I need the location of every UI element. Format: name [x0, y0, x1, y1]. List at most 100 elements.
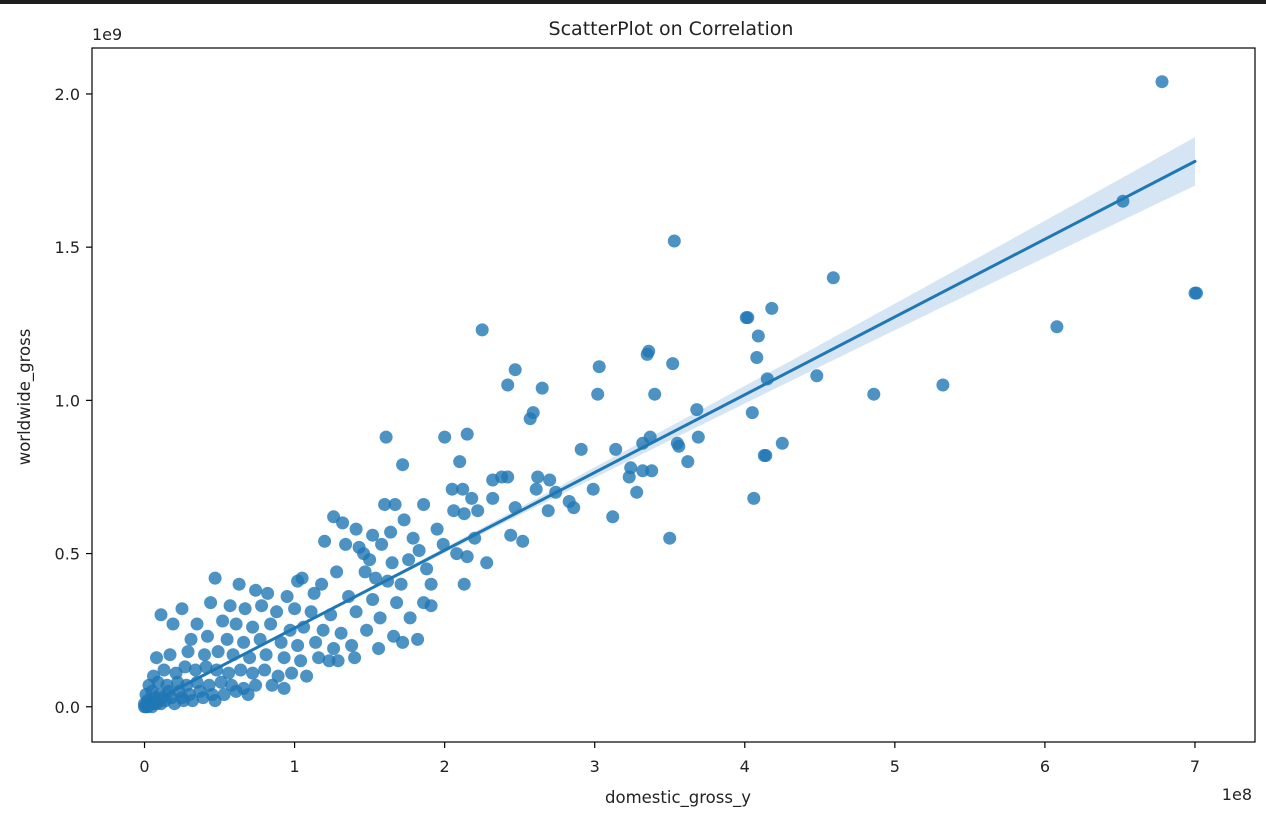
scatter-point-138: [229, 617, 243, 631]
scatter-point-37: [396, 458, 410, 472]
scatter-point-123: [223, 599, 237, 613]
scatter-point-15: [592, 360, 606, 374]
scatter-point-140: [264, 617, 278, 631]
scatter-point-91: [412, 544, 426, 557]
scatter-point-105: [315, 577, 329, 591]
scatter-point-0: [1155, 75, 1169, 89]
scatter-point-25: [648, 387, 662, 401]
scatter-point-2: [667, 234, 681, 248]
y-offset-text: 1e9: [92, 25, 122, 44]
scatter-point-87: [318, 534, 332, 548]
scatter-point-59: [586, 482, 600, 496]
scatter-point-8: [1190, 286, 1203, 300]
scatter-point-148: [184, 632, 198, 646]
scatter-point-88: [339, 537, 353, 551]
scatter-point-169: [294, 654, 308, 668]
scatter-point-72: [471, 504, 485, 518]
scatter-point-198: [249, 678, 263, 692]
scatter-point-187: [300, 669, 314, 683]
y-axis-label: worldwide_gross: [15, 329, 35, 466]
scatter-point-130: [349, 605, 363, 619]
scatter-point-75: [336, 516, 350, 530]
scatter-point-183: [246, 666, 260, 680]
scatter-point-18: [810, 369, 824, 383]
scatter-point-4: [765, 301, 779, 315]
scatter-point-48: [645, 464, 659, 478]
scatter-point-157: [345, 639, 359, 652]
scatter-point-30: [379, 430, 393, 444]
axes-layer: 0 1 2 3 4 5 6 7 0.0 0.5 1.0 1.5 2.0: [55, 47, 1256, 776]
scatter-point-221: [208, 694, 222, 708]
scatter-point-137: [216, 614, 230, 628]
scatter-point-68: [388, 498, 402, 511]
scatter-point-104: [295, 571, 309, 585]
scatter-point-153: [274, 635, 288, 649]
scatter-point-144: [334, 626, 348, 640]
scatter-point-99: [480, 556, 494, 570]
scatter-point-62: [486, 491, 500, 505]
scatter-point-61: [465, 491, 479, 505]
scatter-point-92: [436, 537, 450, 551]
scatter-point-70: [447, 504, 461, 518]
scatter-point-155: [309, 635, 323, 649]
scatter-point-27: [523, 412, 537, 426]
x-tick-label-6: 6: [1040, 757, 1050, 776]
scatter-point-160: [150, 651, 163, 665]
scatter-point-50: [501, 470, 515, 484]
scatter-point-168: [277, 651, 291, 665]
scatter-point-229: [177, 694, 190, 708]
x-tick-label-3: 3: [590, 757, 600, 776]
y-tick-label-3: 1.5: [55, 238, 80, 257]
x-axis-label: domestic_gross_y: [605, 788, 751, 808]
scatter-point-23: [867, 387, 881, 401]
scatter-point-150: [220, 632, 234, 646]
scatter-point-154: [291, 639, 305, 652]
scatter-point-118: [366, 593, 380, 606]
scatter-point-57: [529, 482, 543, 496]
scatter-point-113: [249, 583, 263, 597]
scatter-point-136: [166, 617, 180, 631]
scatter-point-21: [535, 381, 549, 395]
scatter-point-200: [277, 681, 291, 695]
scatter-point-100: [460, 550, 474, 564]
scatter-point-44: [757, 449, 771, 462]
scatter-point-20: [501, 378, 515, 392]
scatter-point-47: [636, 464, 650, 478]
scatter-point-56: [456, 482, 470, 496]
scatter-point-186: [285, 666, 299, 680]
scatter-point-98: [420, 562, 434, 576]
scatter-point-170: [312, 651, 326, 665]
scatter-point-133: [175, 602, 189, 616]
scatter-point-164: [211, 645, 225, 659]
scatter-point-3: [826, 271, 840, 285]
scatter-point-106: [330, 565, 344, 579]
scatter-point-38: [453, 455, 467, 469]
x-offset-text: 1e8: [1222, 785, 1252, 804]
scatter-point-90: [375, 537, 389, 551]
scatter-point-84: [516, 534, 530, 548]
scatter-point-145: [360, 623, 374, 637]
scatter-point-36: [775, 436, 789, 450]
scatter-point-108: [369, 571, 383, 585]
scatter-point-163: [198, 648, 211, 662]
scatter-point-127: [288, 602, 302, 616]
scatter-point-14: [750, 351, 764, 364]
scatter-point-199: [265, 678, 279, 692]
scatter-point-115: [280, 590, 294, 603]
scatter-point-45: [681, 455, 695, 469]
scatter-point-6: [741, 311, 755, 325]
scatter-point-40: [609, 442, 623, 456]
scatter-point-69: [417, 498, 431, 511]
scatter-point-158: [372, 642, 386, 655]
scatter-point-39: [574, 442, 588, 456]
x-tick-label-5: 5: [890, 757, 900, 776]
scatter-point-85: [606, 510, 620, 524]
scatter-point-112: [457, 577, 471, 591]
scatter-point-13: [640, 347, 654, 361]
scatter-point-97: [402, 553, 416, 567]
scatter-point-42: [672, 439, 686, 453]
scatter-point-29: [745, 406, 759, 420]
x-tick-label-2: 2: [440, 757, 450, 776]
scatter-point-128: [304, 605, 318, 619]
